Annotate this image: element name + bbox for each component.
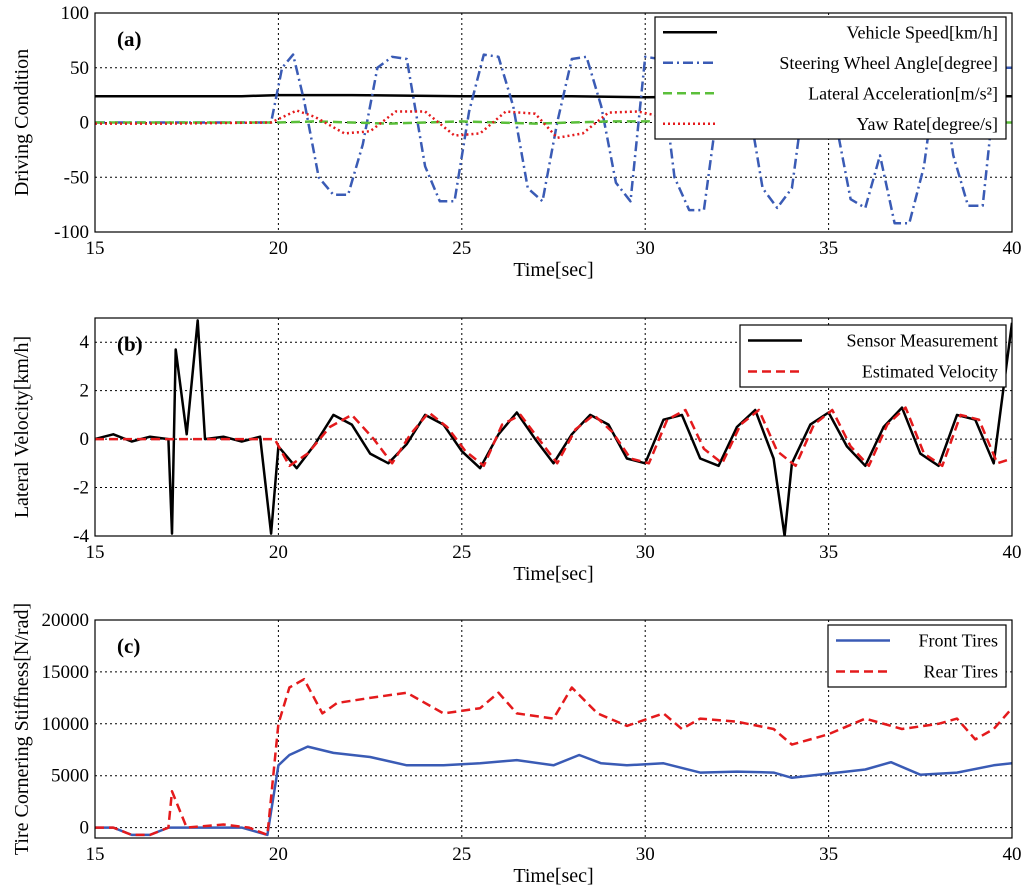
legend-box [739,324,1007,388]
x-tick-label: 20 [269,844,288,865]
legend-entry: Steering Wheel Angle[degree] [779,53,998,73]
x-axis-label: Time[sec] [513,563,593,585]
legend-entry: Lateral Acceleration[m/s²] [808,83,998,103]
y-tick-label: 5000 [51,766,89,787]
legend: Front Tires Rear Tires [827,624,1007,688]
legend-box [827,624,1007,688]
legend-entry: Sensor Measurement [847,331,998,351]
legend-box [654,16,1007,140]
x-tick-label: 40 [1003,542,1022,563]
plot-frame [94,317,1013,537]
y-tick-label: -2 [73,478,89,499]
y-tick-label: 10000 [42,714,90,735]
legend-entry: Front Tires [918,631,998,651]
y-tick-label: 0 [80,429,90,450]
y-tick-label: -100 [54,222,89,243]
legend-entry: Rear Tires [923,662,998,682]
x-tick-label: 20 [269,542,288,563]
series-line-4 [95,109,664,140]
y-tick-label: 20000 [42,610,90,631]
legend-entry: Yaw Rate[degree/s] [856,114,998,134]
x-axis-label: Time[sec] [513,259,593,281]
legend-entry: Estimated Velocity [862,362,998,382]
x-tick-label: 35 [819,238,838,259]
legend-entry: Vehicle Speed[km/h] [847,22,998,42]
x-tick-label: 15 [86,844,105,865]
x-tick-label: 30 [636,238,655,259]
panel-label: (a) [117,27,142,51]
legend: Sensor Measurement Estimated Velocity [739,324,1007,388]
y-axis-label: Lateral Velocity[km/h] [11,336,33,518]
x-tick-label: 25 [452,542,471,563]
plot-frame [94,619,1013,839]
x-tick-label: 35 [819,542,838,563]
y-tick-label: 2 [80,381,90,402]
x-tick-label: 20 [269,238,288,259]
y-axis-label: Tire Cornering Stiffness[N/rad] [11,603,33,855]
y-tick-label: 4 [80,332,90,353]
series-line-2 [95,53,1012,225]
panel-a: 15 20 25 30 35 40 100 50 0 -50 -100 (a) Time[sec] Dri… [11,3,1022,281]
y-tick-label: 0 [80,818,90,839]
panel-label: (b) [117,332,143,356]
x-tick-label: 25 [452,238,471,259]
y-tick-label: -50 [64,167,89,188]
y-tick-label: 15000 [42,662,90,683]
x-tick-label: 15 [86,238,105,259]
y-tick-label: 100 [61,3,90,24]
x-tick-label: 40 [1003,844,1022,865]
x-axis-label: Time[sec] [513,865,593,887]
series-line-2 [95,406,1012,468]
x-tick-label: 15 [86,542,105,563]
y-tick-label: 50 [70,58,89,79]
panel-label: (c) [117,634,140,658]
y-tick-label: 0 [80,113,90,134]
plot-frame [94,12,1013,233]
legend: Vehicle Speed[km/h] Steering Wheel Angle[… [654,16,1007,140]
panel-c: 15 20 25 30 35 40 20000 15000 10000 5000 0 (c) Time[… [11,603,1022,887]
y-axis-label: Driving Condition [11,49,33,196]
series-line-2 [95,677,1012,837]
x-tick-label: 25 [452,844,471,865]
y-tick-label: -4 [73,526,89,547]
x-tick-label: 35 [819,844,838,865]
x-tick-label: 30 [636,542,655,563]
x-tick-label: 30 [636,844,655,865]
x-tick-label: 40 [1003,238,1022,259]
